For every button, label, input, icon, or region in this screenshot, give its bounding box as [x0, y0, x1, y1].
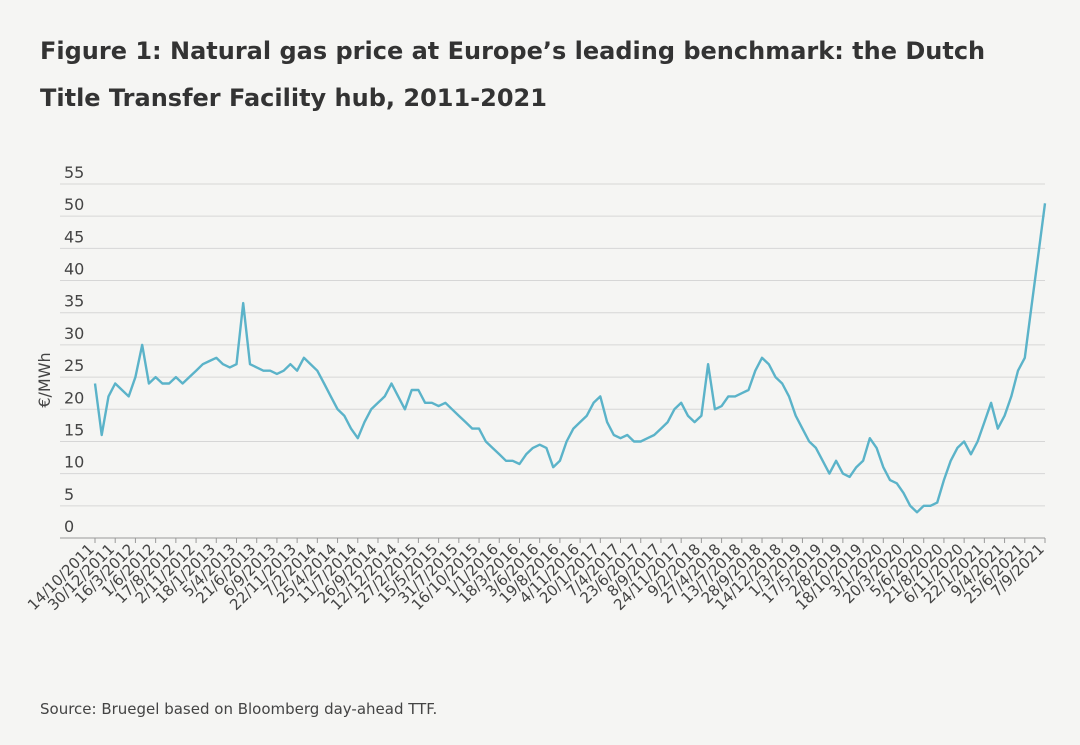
chart-title: Figure 1: Natural gas price at Europe’s …: [40, 37, 986, 112]
chart: €/MWh 051015202530354045505514/10/201130…: [24, 163, 1048, 614]
y-tick-label: 0: [64, 517, 74, 536]
source-note: Source: Bruegel based on Bloomberg day-a…: [40, 700, 438, 718]
y-axis-label: €/MWh: [35, 352, 54, 407]
price-line: [93, 203, 1047, 514]
y-tick-label: 25: [64, 356, 84, 375]
y-tick-label: 45: [64, 227, 84, 246]
y-tick-label: 40: [64, 260, 84, 279]
y-tick-label: 55: [64, 163, 84, 182]
y-tick-label: 30: [64, 324, 84, 343]
y-tick-label: 5: [64, 485, 74, 504]
y-tick-label: 20: [64, 388, 84, 407]
y-tick-label: 15: [64, 420, 84, 439]
y-tick-label: 10: [64, 453, 84, 472]
y-tick-label: 35: [64, 292, 84, 311]
y-tick-label: 50: [64, 195, 84, 214]
